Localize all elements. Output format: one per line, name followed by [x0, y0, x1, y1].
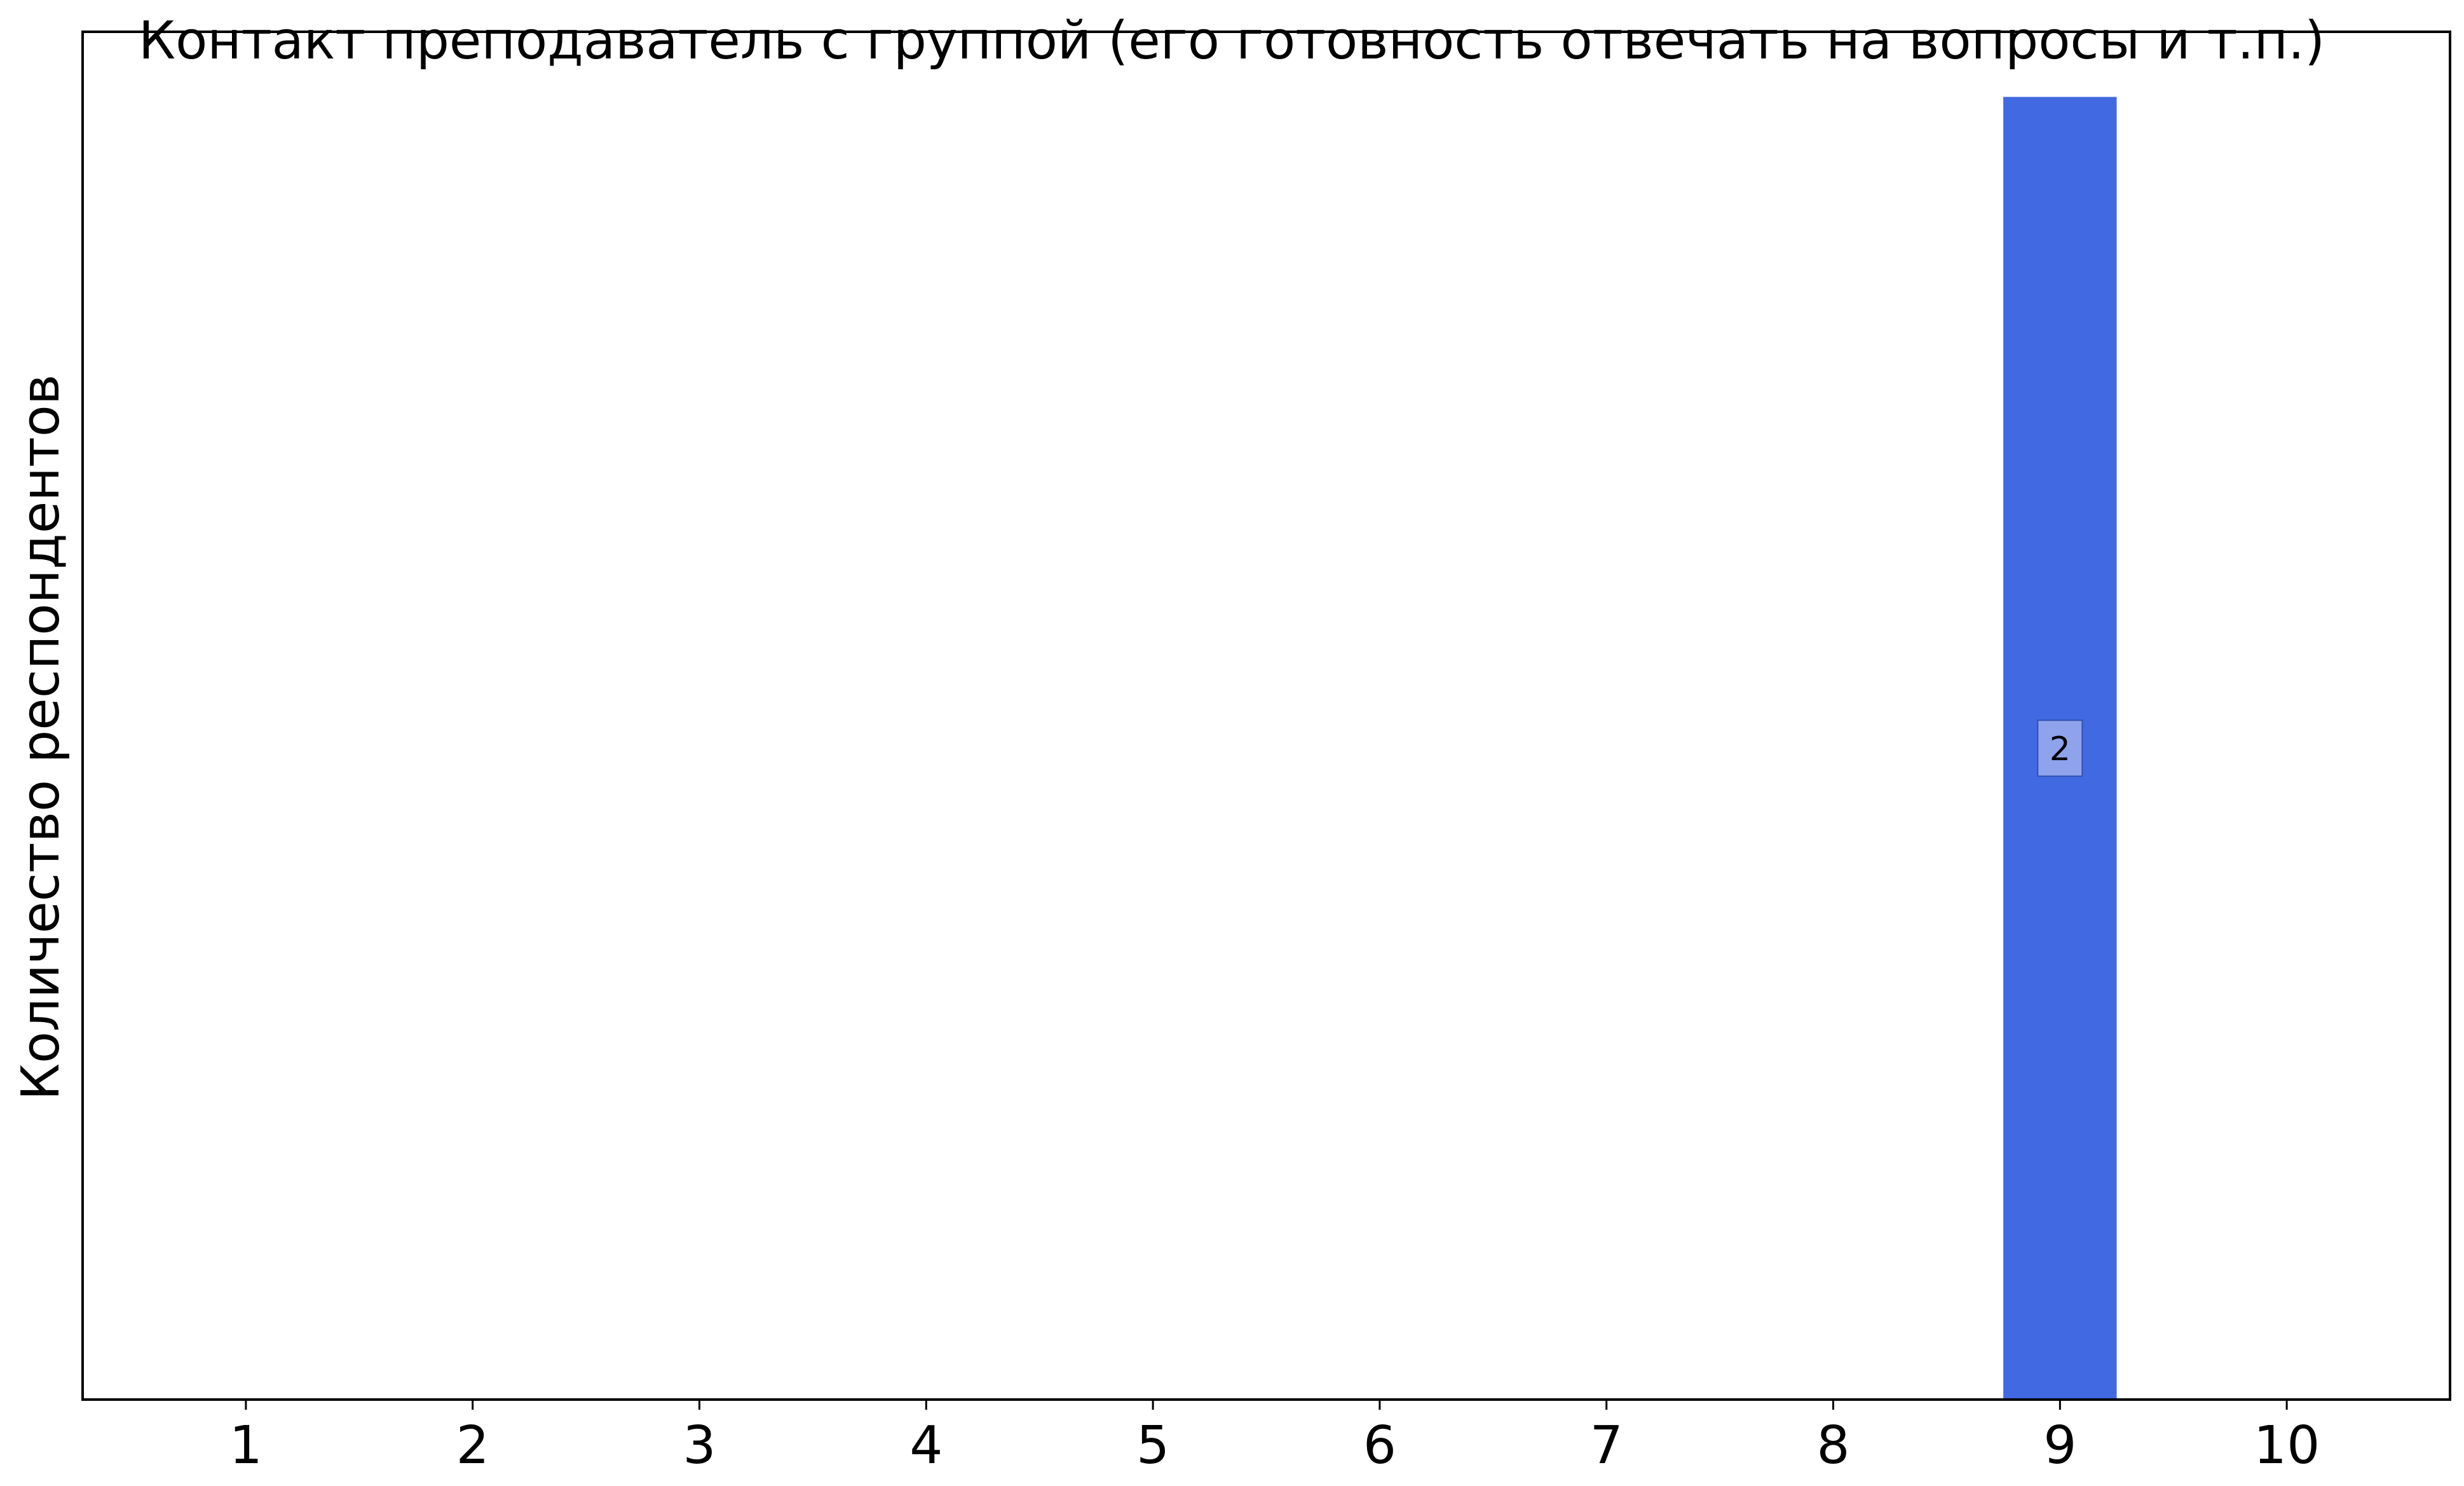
x-ticks-layer: 1 2 3 4 5 6 7 8 9 10	[229, 1400, 2320, 1476]
data-labels-layer: 2	[2037, 719, 2083, 777]
x-tick-label-5: 5	[1136, 1415, 1169, 1476]
x-tick-label-9: 9	[2043, 1415, 2076, 1476]
x-tick-label-10: 10	[2254, 1415, 2320, 1476]
plot-frame	[81, 31, 2451, 1401]
x-tick-label-2: 2	[456, 1415, 489, 1476]
x-tick-label-4: 4	[909, 1415, 943, 1476]
x-tick-label-7: 7	[1590, 1415, 1623, 1476]
x-tick-label-1: 1	[229, 1415, 262, 1476]
x-tick-label-3: 3	[683, 1415, 716, 1476]
data-label-box-9	[2037, 719, 2083, 777]
x-tick-label-8: 8	[1816, 1415, 1849, 1476]
y-axis-label: Количество респондентов	[11, 374, 71, 1100]
chart-title: Контакт преподаватель с группой (его гот…	[139, 11, 2325, 71]
x-tick-label-6: 6	[1363, 1415, 1396, 1476]
data-label-text-9: 2	[2050, 730, 2071, 768]
data-label-9: 2	[2037, 719, 2083, 777]
